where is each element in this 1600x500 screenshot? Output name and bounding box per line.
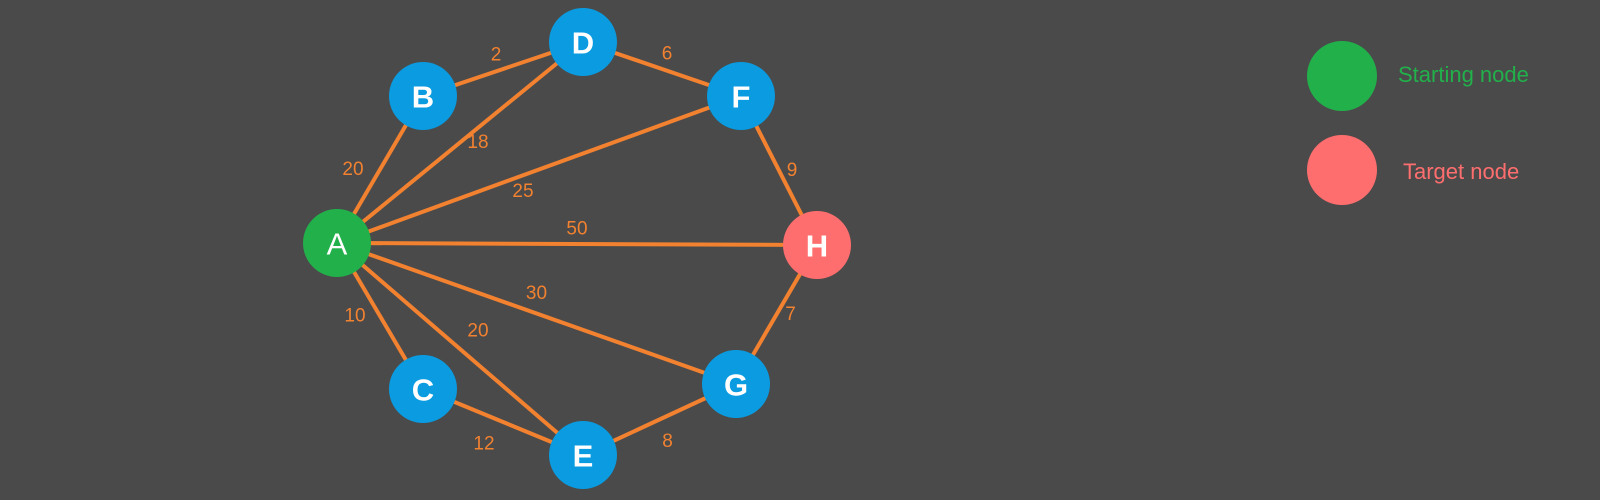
edge-weight-c-e: 12 [473,434,494,455]
legend-start-label: Starting node [1398,62,1529,87]
node-circle-h [783,211,851,279]
node-circle-a [303,209,371,277]
edge-a-d [335,40,585,245]
legend: Starting node Target node [1307,41,1529,205]
node-circle-f [707,62,775,130]
nodes-layer: A B C D E F G H [303,8,851,489]
edge-weight-a-g: 30 [526,283,547,304]
legend-target-swatch [1307,135,1377,205]
node-circle-c [389,355,457,423]
node-circle-e [549,421,617,489]
node-f: F [707,62,775,130]
node-label-h: H [806,229,828,264]
edge-weight-a-c: 10 [344,306,365,327]
edge-a-f [336,94,742,245]
node-a: A [303,209,371,277]
node-label-c: C [412,373,434,408]
legend-target-label: Target node [1403,159,1519,184]
node-b: B [389,62,457,130]
edge-weight-a-b: 20 [342,159,363,180]
edge-a-e [335,241,585,457]
edge-weight-d-f: 6 [662,44,673,65]
edge-weight-a-e: 20 [467,321,488,342]
edge-a-g [336,241,737,386]
node-circle-d [549,8,617,76]
edge-weight-b-d: 2 [491,45,502,66]
node-circle-b [389,62,457,130]
node-h: H [783,211,851,279]
edge-weight-a-h: 50 [566,219,587,240]
node-label-a: A [327,227,348,262]
edge-a-h [336,241,818,247]
edge-labels-layer: 20 18 25 50 30 20 10 2 6 9 7 8 12 [342,44,797,455]
edge-weight-a-f: 25 [512,181,533,202]
node-e: E [549,421,617,489]
node-label-f: F [732,80,751,115]
node-label-d: D [572,26,594,61]
node-g: G [702,350,770,418]
edge-weight-e-g: 8 [662,431,673,452]
node-circle-g [702,350,770,418]
node-c: C [389,355,457,423]
node-d: D [549,8,617,76]
legend-start-swatch [1307,41,1377,111]
node-label-b: B [412,80,434,115]
node-label-e: E [573,439,594,474]
edge-weight-g-h: 7 [785,304,796,325]
edge-weight-a-d: 18 [467,132,488,153]
node-label-g: G [724,368,748,403]
edge-weight-f-h: 9 [787,160,798,181]
